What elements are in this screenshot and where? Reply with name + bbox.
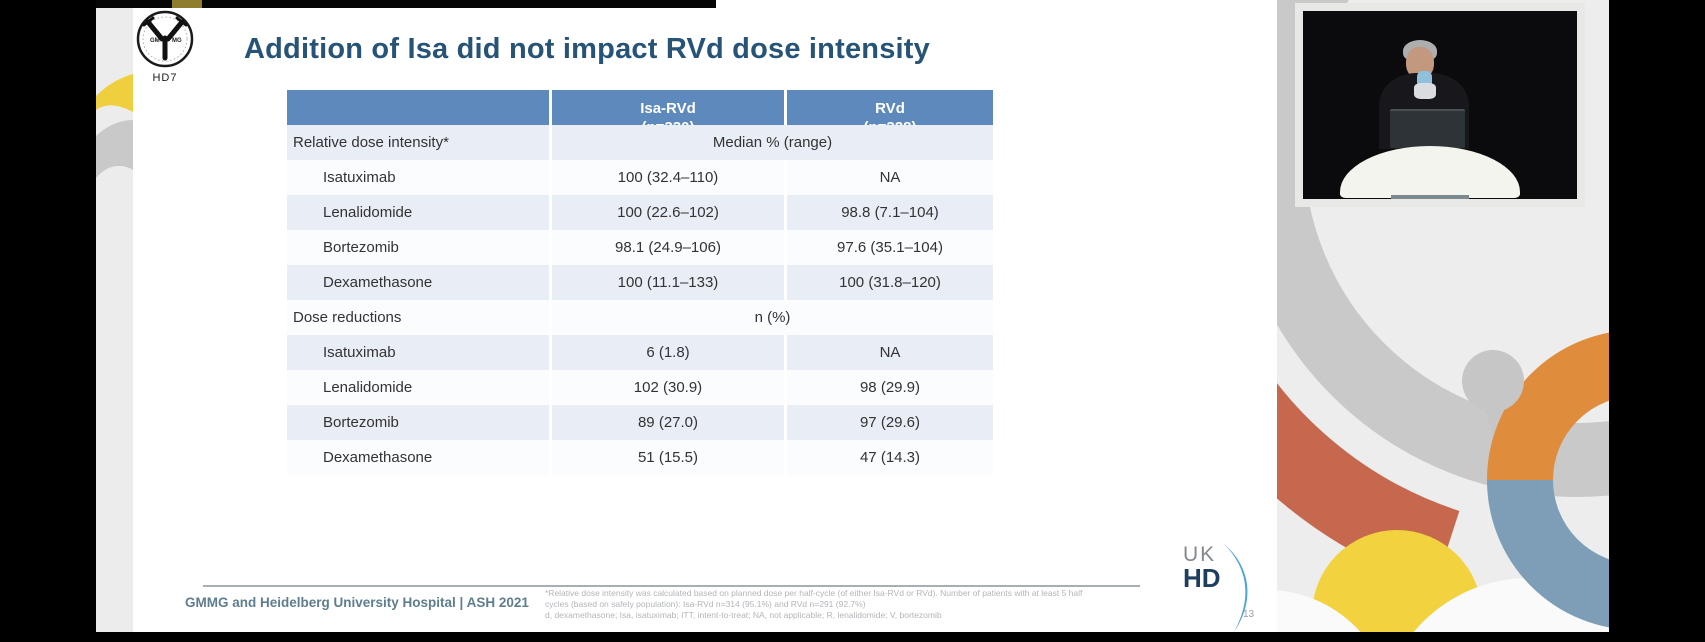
slide-title: Addition of Isa did not impact RVd dose … (244, 33, 930, 65)
table-cell: 100 (22.6–102) (552, 195, 784, 230)
orange-arc-shape (1487, 332, 1609, 482)
table-cell: 89 (27.0) (552, 405, 784, 440)
svg-text:MG: MG (172, 38, 182, 44)
footnote-line-2: cycles (based on safety population): Isa… (545, 599, 866, 609)
gray-ring-shape (1277, 0, 1609, 497)
podium-base (1391, 195, 1469, 199)
left-decor-shapes (96, 0, 133, 632)
ukhd-hd-text: HD (1183, 563, 1221, 593)
col-name: Isa-RVd (640, 99, 696, 117)
table-row-drug: Bortezomib (287, 405, 549, 440)
footer-divider (203, 585, 1140, 587)
col-name: RVd (875, 99, 905, 117)
podium (1340, 146, 1520, 198)
table-row-drug: Bortezomib (287, 230, 549, 265)
table-cell: 98 (29.9) (787, 370, 993, 405)
table-row-drug: Dexamethasone (287, 265, 549, 300)
gray-arc-shape (96, 120, 133, 178)
gmmg-hd7-logo: GM MG HD7 (132, 9, 198, 85)
ukhd-logo: UK HD (1183, 544, 1263, 634)
section-label: Relative dose intensity* (287, 125, 549, 160)
table-row-drug: Lenalidomide (287, 195, 549, 230)
yellow-wedge-shape (96, 74, 133, 112)
presentation-slide: GM MG HD7 Addition of Isa did not impact… (96, 0, 1609, 632)
yellow-circle-shape (1312, 530, 1482, 632)
top-accent-bar (172, 0, 202, 8)
table-cell: 97 (29.6) (787, 405, 993, 440)
left-decor (96, 0, 133, 632)
table-cell: 97.6 (35.1–104) (787, 230, 993, 265)
table-cell: NA (787, 160, 993, 195)
footnote-line-1: *Relative dose intensity was calculated … (545, 588, 1083, 598)
table-cell: 100 (11.1–133) (552, 265, 784, 300)
white-circle-shape (1277, 590, 1361, 632)
table-cell: 51 (15.5) (552, 440, 784, 475)
table-cell: 47 (14.3) (787, 440, 993, 475)
section-unit: n (%) (552, 300, 993, 335)
top-letterbox-bar (96, 0, 716, 8)
table-cell: 100 (31.8–120) (787, 265, 993, 300)
section-label: Dose reductions (287, 300, 549, 335)
speaker-collar (1414, 83, 1436, 99)
table-cell: 100 (32.4–110) (552, 160, 784, 195)
table-cell: 6 (1.8) (552, 335, 784, 370)
dose-intensity-table: Isa-RVd (n=330) RVd (n=328) Relative dos… (287, 90, 993, 475)
table-row-drug: Dexamethasone (287, 440, 549, 475)
video-scene (1303, 11, 1577, 199)
svg-text:GM: GM (150, 38, 160, 44)
table-cell: 98.1 (24.9–106) (552, 230, 784, 265)
gray-dot-shape (1462, 350, 1524, 412)
page-number: 13 (1243, 609, 1255, 620)
table-cell: 98.8 (7.1–104) (787, 195, 993, 230)
logo-hd7-label: HD7 (152, 72, 178, 84)
laptop (1390, 109, 1465, 148)
footnote-line-3: d, dexamethasone; Isa, isatuximab; ITT, … (545, 610, 942, 620)
table-row-drug: Isatuximab (287, 335, 549, 370)
table-cell: NA (787, 335, 993, 370)
table-cell: 102 (30.9) (552, 370, 784, 405)
antibody-icon: GM MG (136, 10, 194, 68)
speaker-video (1295, 3, 1585, 207)
footer-credit: GMMG and Heidelberg University Hospital … (185, 595, 529, 610)
table-row-drug: Isatuximab (287, 160, 549, 195)
section-unit: Median % (range) (552, 125, 993, 160)
table-row-drug: Lenalidomide (287, 370, 549, 405)
blue-arc-shape (1487, 478, 1609, 628)
ukhd-uk-text: UK (1183, 543, 1217, 566)
footnote: *Relative dose intensity was calculated … (545, 588, 1135, 621)
